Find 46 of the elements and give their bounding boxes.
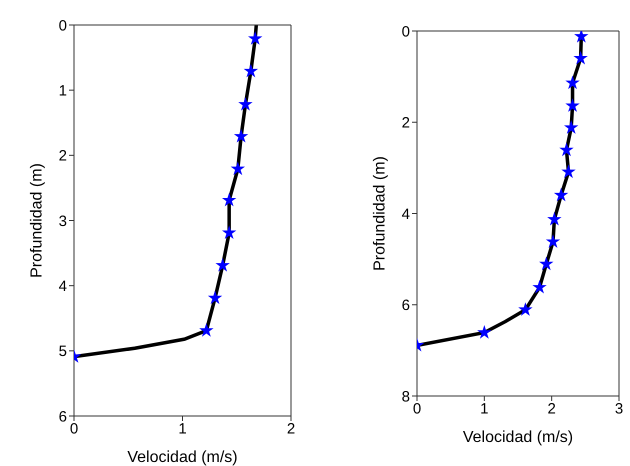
- point: [222, 225, 236, 239]
- point: [554, 188, 568, 202]
- x-tick-label: 0: [70, 420, 78, 438]
- y-tick-label: 6: [402, 297, 410, 314]
- point: [238, 96, 253, 111]
- y-tick-label: 2: [402, 114, 410, 132]
- y-tick-label: 1: [58, 82, 67, 100]
- y-tick-label: 4: [402, 206, 410, 223]
- point: [230, 161, 246, 176]
- point: [234, 128, 248, 143]
- y-tick-label: 3: [58, 212, 67, 230]
- y-axis-title: Profundidad (m): [28, 163, 46, 278]
- point: [573, 50, 588, 64]
- point: [547, 212, 562, 226]
- y-tick-label: 8: [402, 388, 410, 406]
- point: [565, 98, 580, 112]
- x-axis-title: Velocidad (m/s): [127, 449, 238, 466]
- x-tick-label: 2: [286, 420, 296, 438]
- x-tick-label: 2: [547, 400, 556, 418]
- point: [208, 290, 222, 304]
- x-tick-label: 0: [412, 400, 422, 418]
- y-tick-label: 2: [58, 148, 67, 165]
- x-tick-label: 1: [178, 420, 187, 438]
- point: [564, 120, 578, 134]
- point: [559, 142, 574, 156]
- point: [518, 302, 533, 316]
- y-tick-label: 6: [58, 408, 67, 426]
- point: [248, 31, 262, 45]
- point: [561, 164, 576, 178]
- point: [215, 258, 230, 272]
- x-tick-label: 3: [614, 400, 624, 418]
- point: [539, 256, 554, 270]
- y-tick-label: 0: [58, 17, 67, 34]
- y-tick-label: 4: [58, 278, 67, 295]
- x-axis-title: Velocidad (m/s): [462, 429, 574, 446]
- y-tick-label: 5: [58, 343, 67, 360]
- point: [477, 325, 492, 339]
- point: [546, 234, 560, 248]
- point: [244, 64, 258, 78]
- y-tick-label: 0: [402, 23, 410, 40]
- point: [532, 280, 547, 294]
- y-axis-title: Profundidad (m): [372, 156, 389, 271]
- point: [565, 75, 580, 90]
- x-tick-label: 1: [480, 400, 489, 418]
- point: [222, 192, 236, 206]
- point: [199, 323, 214, 337]
